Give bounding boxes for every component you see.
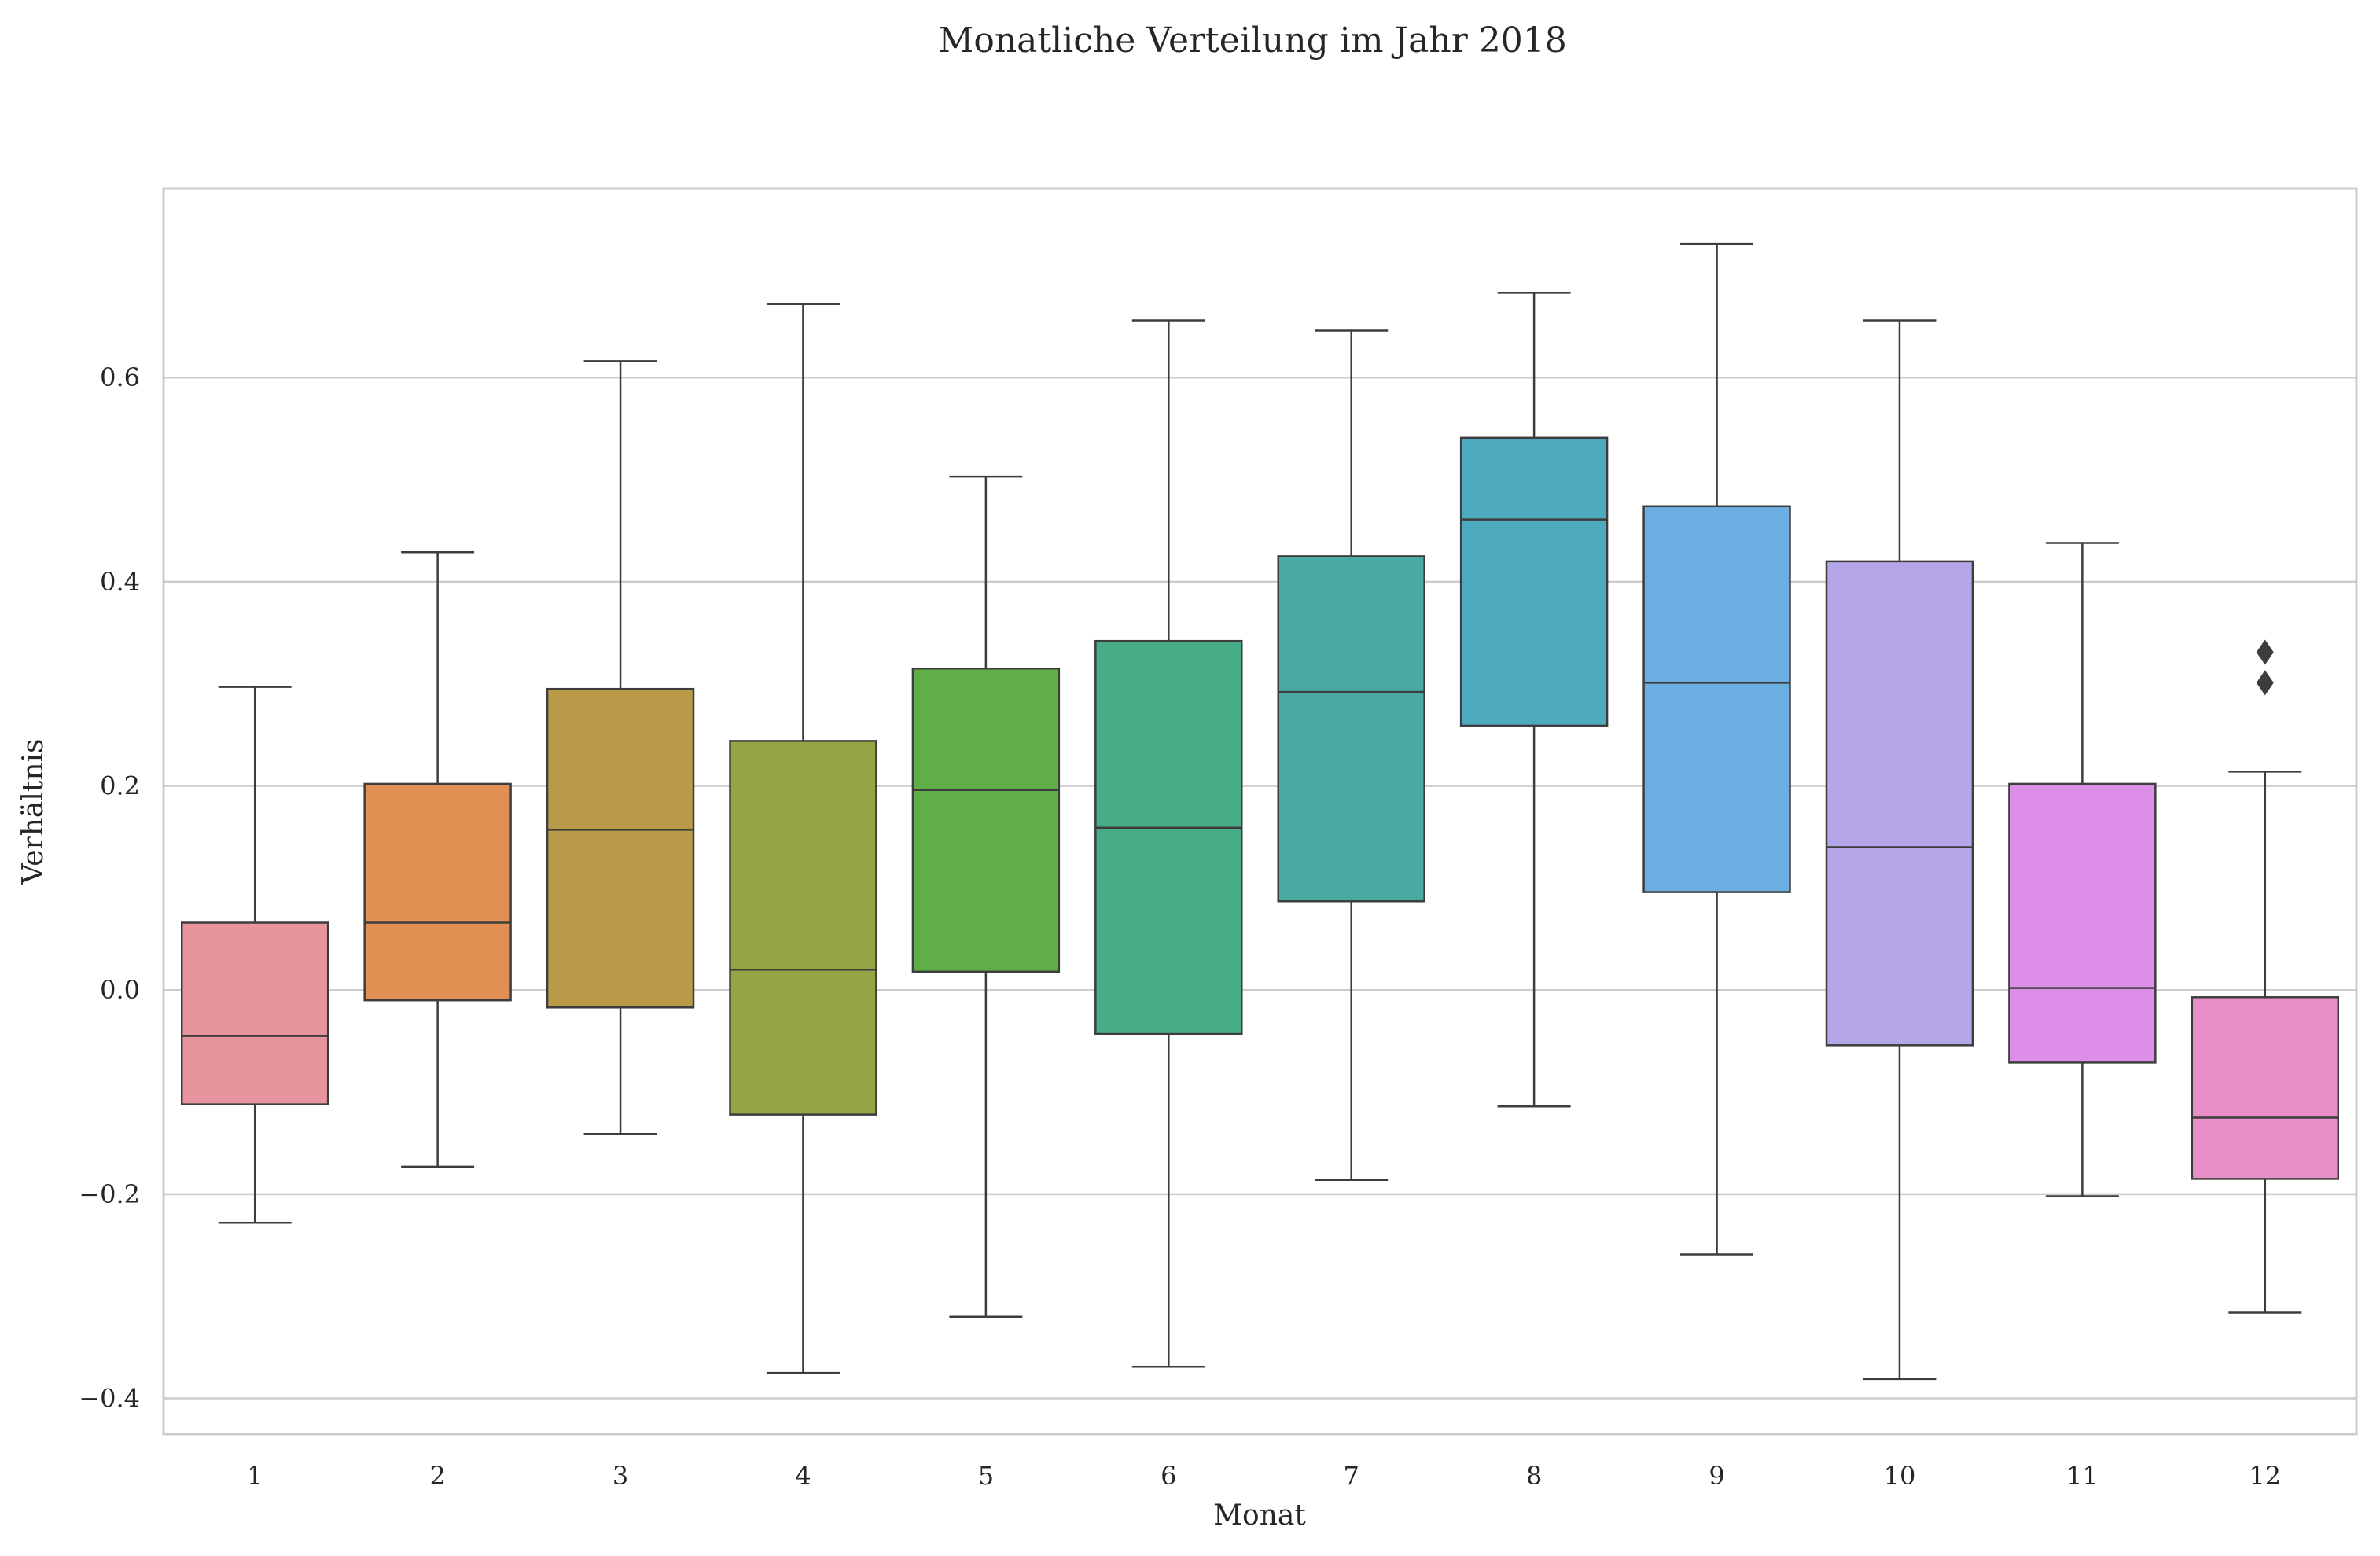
iqr-box: [1459, 436, 1609, 727]
iqr-box: [911, 667, 1061, 973]
iqr-box: [1825, 560, 1974, 1047]
iqr-box: [729, 740, 877, 1116]
box-month-8: [1459, 292, 1609, 1108]
box-month-9: [1642, 242, 1791, 1256]
x-tick-label: 9: [1709, 1461, 1724, 1491]
x-tick-label: 4: [795, 1461, 811, 1491]
box-month-5: [911, 475, 1061, 1318]
iqr-box: [546, 687, 695, 1009]
box-month-6: [1094, 319, 1243, 1368]
iqr-box: [2191, 996, 2340, 1180]
iqr-box: [363, 782, 512, 1002]
boxes-layer: [180, 242, 2340, 1381]
box-month-11: [2008, 542, 2157, 1197]
y-tick-label: 0.2: [100, 771, 140, 801]
y-tick-label: −0.4: [79, 1384, 140, 1414]
outlier-point: [2256, 639, 2274, 665]
x-tick-label: 12: [2249, 1461, 2281, 1491]
iqr-box: [1277, 555, 1425, 903]
box-month-4: [729, 303, 877, 1374]
iqr-box: [1094, 639, 1243, 1035]
iqr-box: [180, 921, 329, 1105]
y-tick-labels: −0.4 −0.2 0.0 0.2 0.4 0.6: [79, 362, 140, 1413]
x-tick-label: 8: [1526, 1461, 1542, 1491]
grid-layer: [164, 376, 2356, 1400]
plot-frame: [162, 187, 2358, 1436]
box-month-2: [363, 550, 512, 1168]
y-tick-label: 0.6: [100, 362, 140, 392]
x-tick-label: 1: [247, 1461, 263, 1491]
iqr-box: [2008, 782, 2157, 1064]
chart-title: Monatliche Verteilung im Jahr 2018: [938, 20, 1566, 61]
x-tick-labels: 1 2 3 4 5 6 7 8 9 10 11 12: [247, 1461, 2281, 1491]
box-month-10: [1825, 319, 1974, 1381]
iqr-box: [1642, 505, 1791, 893]
box-month-12: [2191, 639, 2340, 1314]
x-tick-label: 5: [978, 1461, 994, 1491]
x-axis-label: Monat: [1213, 1499, 1306, 1532]
x-tick-label: 10: [1884, 1461, 1916, 1491]
y-tick-label: 0.4: [100, 567, 140, 597]
box-month-3: [546, 360, 695, 1135]
x-tick-label: 2: [429, 1461, 445, 1491]
x-tick-label: 7: [1344, 1461, 1359, 1491]
x-tick-label: 11: [2066, 1461, 2099, 1491]
y-tick-label: 0.0: [100, 975, 140, 1005]
x-tick-label: 3: [612, 1461, 628, 1491]
outlier-point: [2256, 670, 2274, 696]
box-month-1: [180, 686, 329, 1224]
box-month-7: [1277, 329, 1425, 1181]
y-tick-label: −0.2: [79, 1179, 140, 1209]
y-axis-label: Verhältnis: [17, 738, 50, 885]
x-tick-label: 6: [1161, 1461, 1176, 1491]
